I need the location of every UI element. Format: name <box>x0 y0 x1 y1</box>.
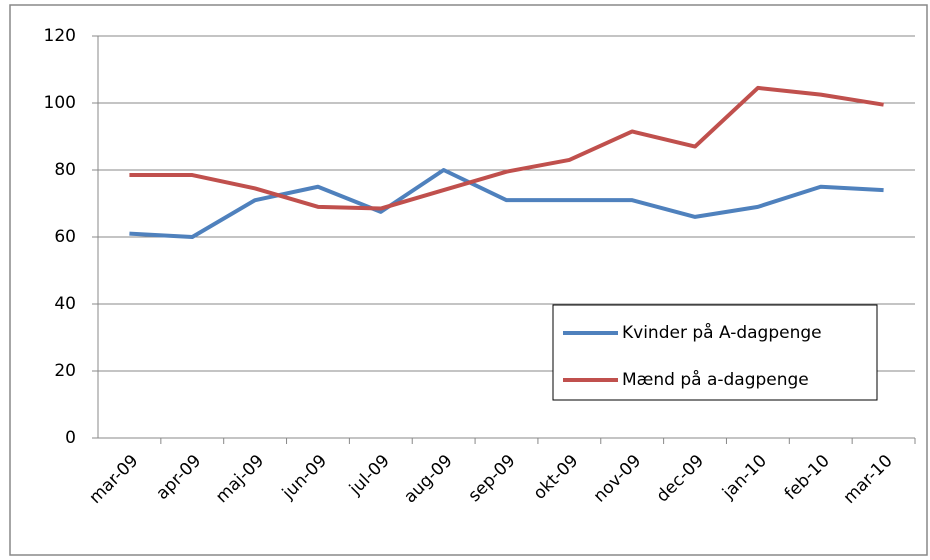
legend-box <box>552 304 878 401</box>
y-tick-label: 0 <box>65 428 76 448</box>
legend-label: Kvinder på A-dagpenge <box>622 322 822 343</box>
y-tick-label: 80 <box>54 160 76 180</box>
y-tick-label: 60 <box>54 227 76 247</box>
y-tick-label: 40 <box>54 294 76 314</box>
legend-label: Mænd på a-dagpenge <box>622 369 809 390</box>
y-tick-label: 20 <box>54 361 76 381</box>
y-tick-label: 120 <box>44 26 76 46</box>
chart-frame <box>9 4 928 556</box>
y-tick-label: 100 <box>44 93 76 113</box>
series-line <box>129 85 884 211</box>
series-line <box>129 168 884 239</box>
